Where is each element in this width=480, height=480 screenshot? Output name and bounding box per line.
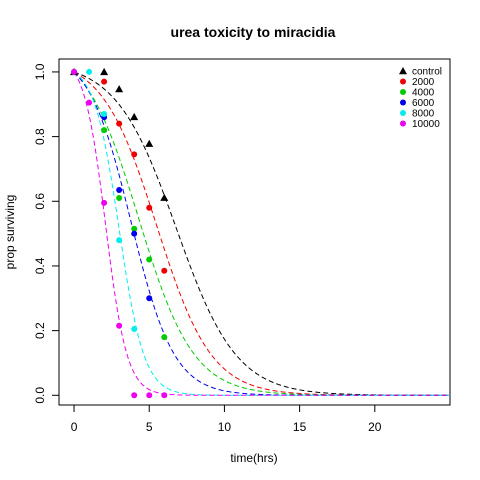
point-8000: [101, 110, 108, 117]
point-2000: [131, 151, 138, 158]
point-2000: [101, 78, 108, 85]
legend-label-6000: 6000: [412, 98, 435, 109]
point-8000: [131, 326, 138, 333]
y-tick-label: 0.0: [33, 387, 47, 404]
y-tick-label: 1.0: [33, 63, 47, 80]
legend-label-8000: 8000: [412, 109, 435, 120]
legend-label-4000: 4000: [412, 88, 435, 99]
point-4000: [161, 334, 168, 341]
x-tick-label: 0: [71, 420, 78, 434]
point-2000: [146, 204, 153, 211]
point-2000: [116, 120, 123, 127]
point-6000: [116, 186, 123, 193]
legend-marker-control: [399, 67, 407, 75]
point-10000: [71, 68, 78, 75]
point-control: [145, 139, 154, 147]
point-4000: [101, 127, 108, 134]
x-tick-label: 10: [218, 420, 232, 434]
legend-label-2000: 2000: [412, 77, 435, 88]
data-points: [70, 67, 169, 399]
point-10000: [116, 322, 123, 329]
point-8000: [116, 237, 123, 244]
legend-label-10000: 10000: [412, 119, 440, 130]
point-10000: [101, 199, 108, 206]
x-tick-label: 15: [293, 420, 307, 434]
point-control: [115, 85, 124, 93]
point-10000: [161, 392, 168, 399]
chart-title: urea toxicity to miracidia: [171, 24, 336, 40]
y-tick-label: 0.6: [33, 193, 47, 210]
x-tick-label: 20: [368, 420, 382, 434]
x-tick-label: 5: [146, 420, 153, 434]
point-10000: [86, 99, 93, 106]
point-10000: [146, 392, 153, 399]
legend-marker-2000: [400, 78, 406, 85]
point-4000: [146, 256, 153, 263]
point-2000: [161, 267, 168, 274]
y-tick-label: 0.2: [33, 322, 47, 339]
point-6000: [146, 295, 153, 302]
x-axis-label: time(hrs): [230, 451, 277, 465]
y-tick-label: 0.8: [33, 128, 47, 145]
legend-marker-8000: [400, 110, 406, 116]
y-axis-label: prop surviving: [3, 195, 17, 270]
point-control: [100, 67, 109, 76]
axes: 0 5 10 15 20 0.0 0.2 0.4 0.6 0.8 1.0: [33, 63, 382, 434]
point-8000: [86, 68, 93, 75]
point-4000: [131, 225, 138, 232]
point-4000: [116, 195, 123, 202]
point-control: [160, 193, 169, 201]
curve-control: [73, 71, 450, 396]
point-control: [130, 112, 139, 121]
legend-label-control: control: [412, 67, 442, 78]
point-6000: [131, 230, 138, 237]
legend-marker-4000: [400, 89, 406, 95]
curve-10000: [73, 71, 450, 396]
legend-marker-10000: [400, 120, 406, 127]
plot-frame: [58, 58, 451, 406]
point-10000: [131, 392, 138, 399]
fitted-curves: [73, 71, 451, 396]
legend-marker-6000: [400, 99, 406, 106]
y-tick-label: 0.4: [33, 257, 47, 274]
